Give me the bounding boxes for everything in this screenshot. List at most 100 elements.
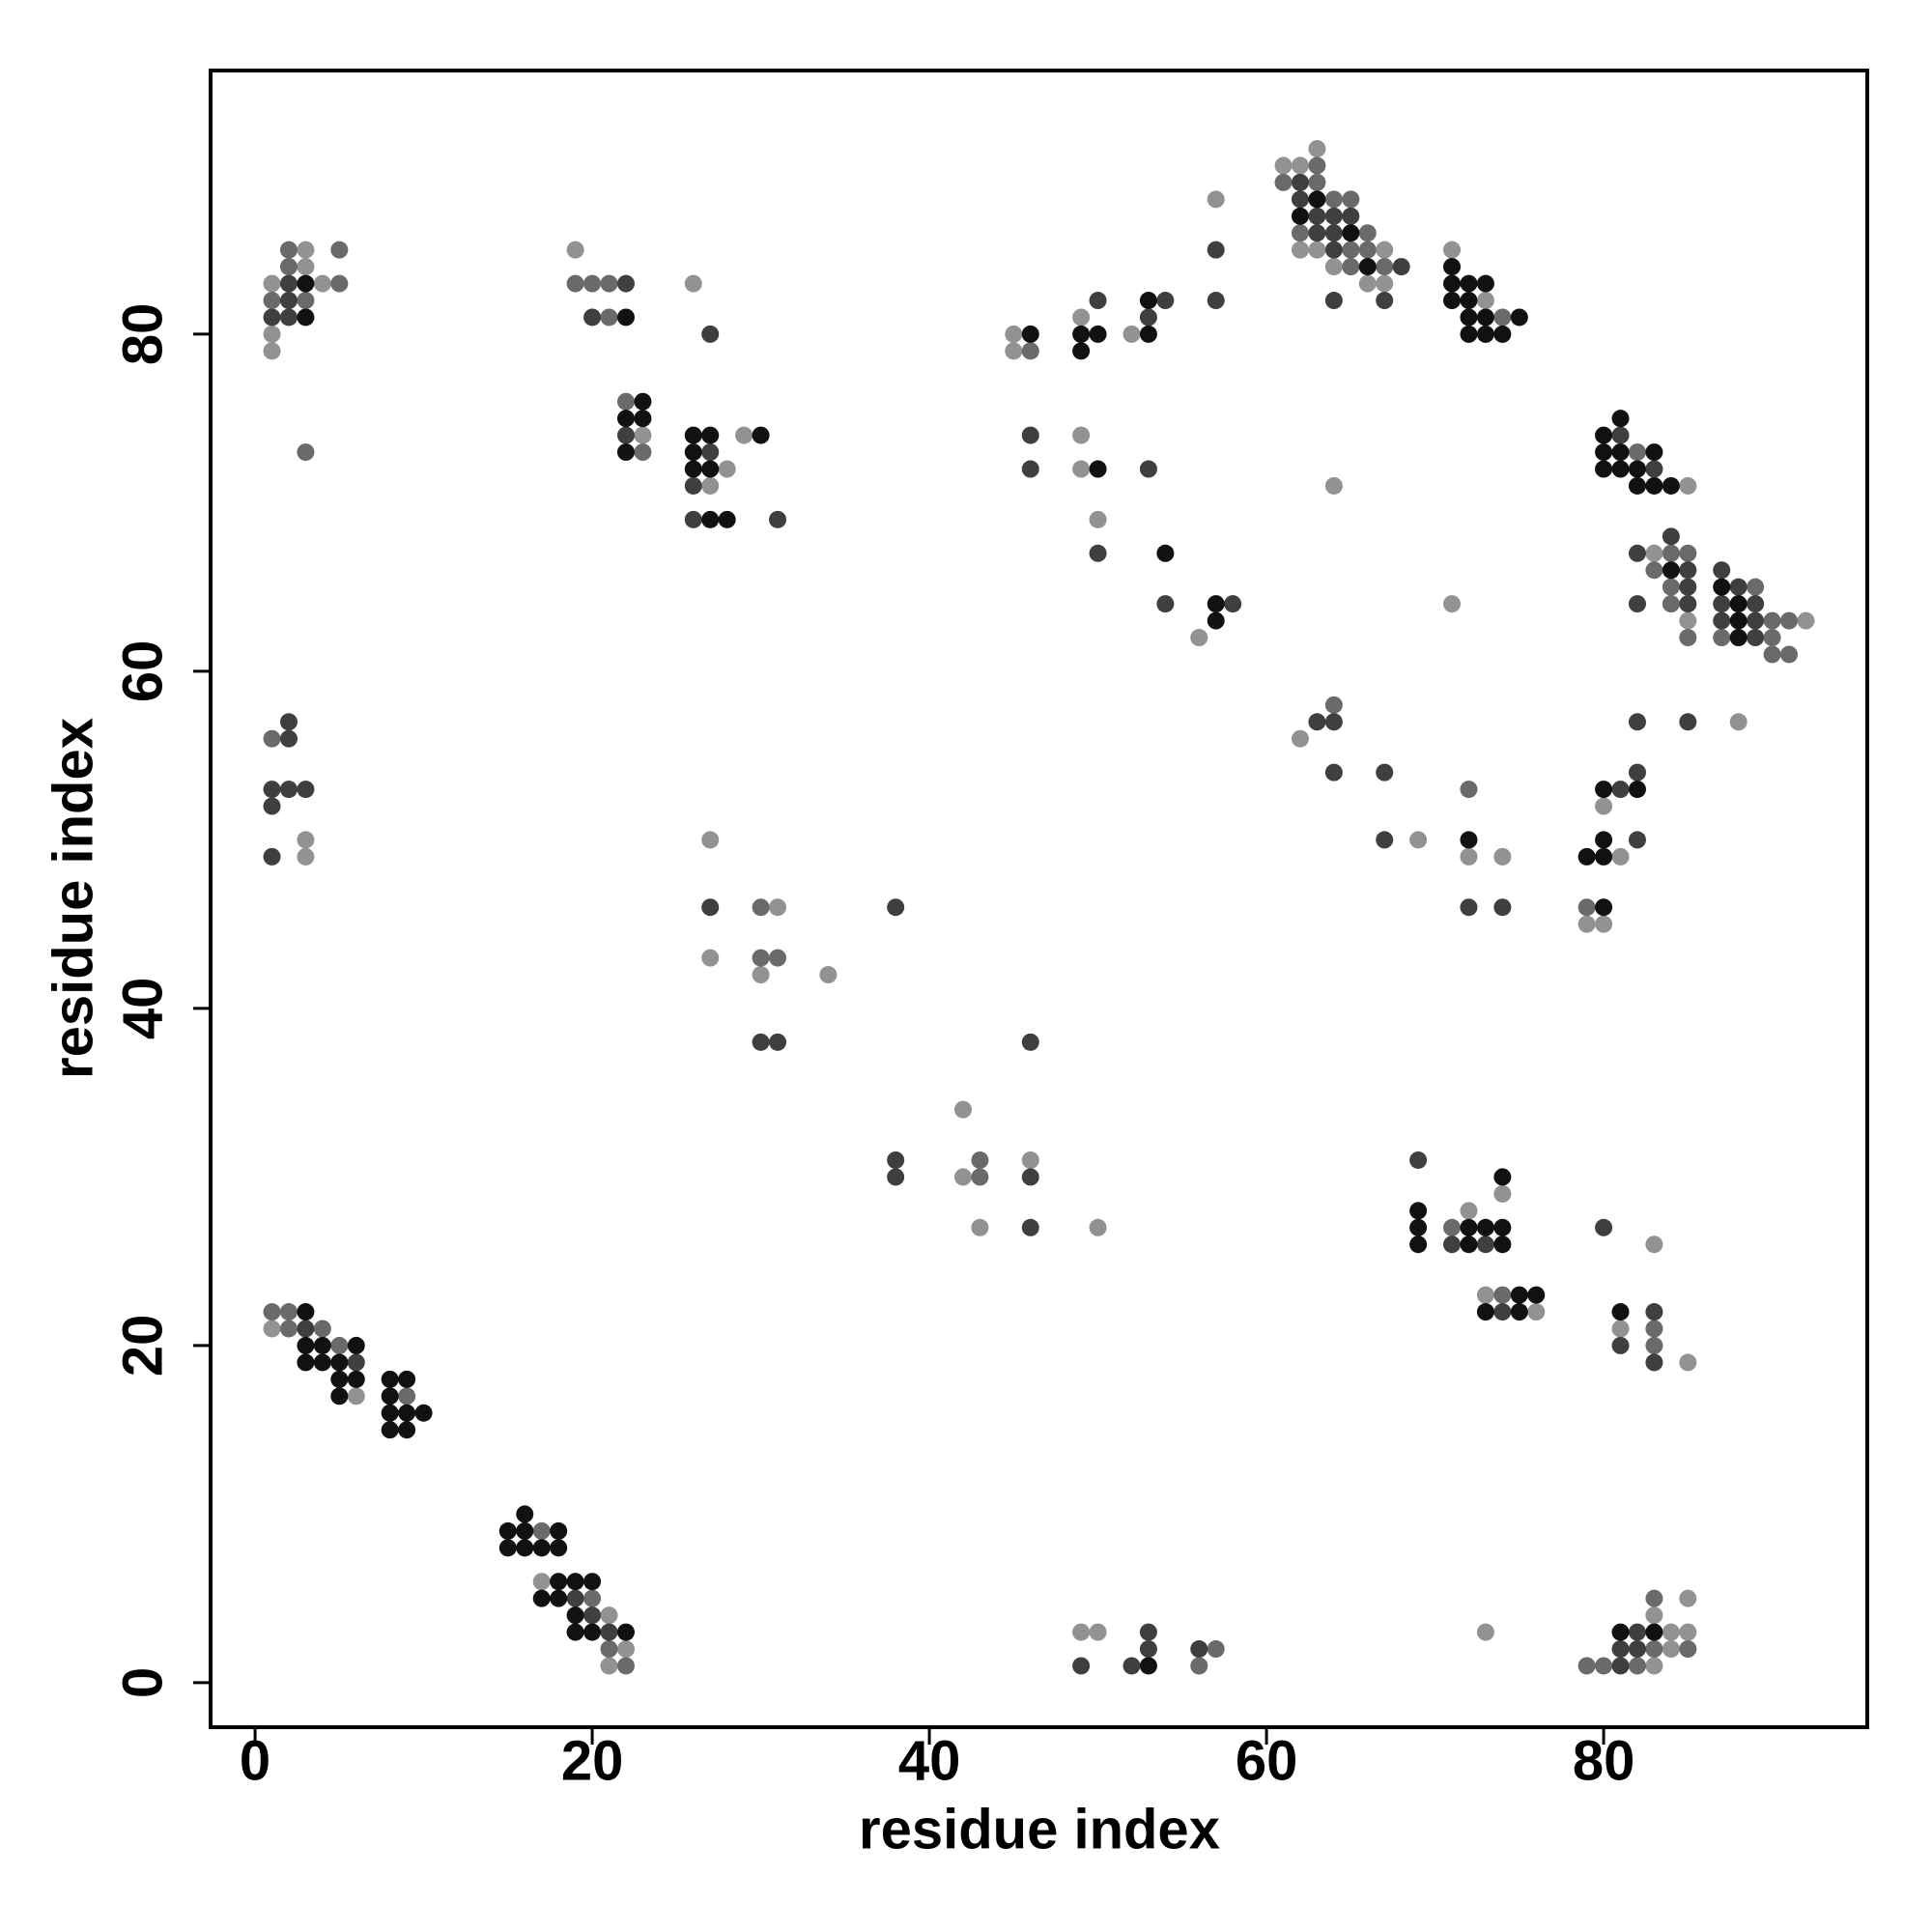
point [1376,831,1394,849]
point [634,392,652,411]
point [1679,1640,1697,1659]
point [1460,1236,1478,1254]
point [1679,1589,1697,1607]
point [1072,308,1091,327]
point [297,831,315,849]
point [263,729,281,748]
point [1021,325,1039,343]
point [1628,443,1646,462]
point [1713,561,1731,580]
point [600,1640,618,1659]
point [1662,561,1680,580]
point [971,1168,989,1186]
point [347,1370,365,1388]
point [1190,1640,1208,1659]
point [279,713,298,731]
point [1628,763,1646,781]
point [330,274,349,293]
point [1595,915,1613,933]
point [1021,1033,1039,1051]
point [279,292,298,310]
point [1460,847,1478,866]
x-tick-label: 40 [898,1729,961,1792]
point [297,258,315,276]
point [684,476,702,495]
point [263,1320,281,1338]
point [1324,190,1343,209]
point [1443,274,1462,293]
point [1645,1336,1663,1354]
point [600,274,618,293]
x-tick-label: 80 [1573,1729,1635,1792]
point [1493,847,1512,866]
point [752,966,770,984]
point [1729,713,1747,731]
y-tick-label: 80 [111,303,174,366]
point [1207,1640,1225,1659]
point [887,1168,905,1186]
point [330,1370,349,1388]
point [1747,578,1765,596]
point [414,1404,433,1422]
point [263,342,281,360]
point [1308,224,1326,242]
point [1713,595,1731,613]
point [1409,1218,1428,1236]
point [600,308,618,327]
point [1308,190,1326,209]
point [313,1353,331,1372]
point [1324,207,1343,225]
point [1679,611,1697,630]
point [1476,274,1494,293]
point [1729,578,1747,596]
point [1763,629,1781,647]
point [1493,898,1512,917]
point [752,1033,770,1051]
y-tick-label: 0 [111,1667,174,1698]
point [769,510,787,528]
point [1443,595,1462,613]
point [1611,1303,1630,1321]
point [1595,797,1613,815]
point [1443,241,1462,259]
point [1493,1218,1512,1236]
point [381,1421,399,1439]
point [516,1505,534,1523]
point [263,308,281,327]
point [718,460,736,478]
point [1291,190,1309,209]
point [1324,713,1343,731]
point [1072,342,1091,360]
x-tick-label: 20 [561,1729,624,1792]
point [532,1573,551,1591]
point [330,241,349,259]
point [616,274,635,293]
point [1443,1236,1462,1254]
point [1645,1353,1663,1372]
point [1527,1303,1546,1321]
point [1645,1303,1663,1321]
point [1021,1151,1039,1169]
point [330,1353,349,1372]
point [347,1387,365,1406]
point [297,1336,315,1354]
point [398,1404,416,1422]
point [1679,713,1697,731]
point [752,426,770,444]
point [297,847,315,866]
point [1595,426,1613,444]
point [1308,713,1326,731]
point [1780,611,1799,630]
point [1645,1236,1663,1254]
point [1611,426,1630,444]
point [1510,308,1528,327]
point [1493,1303,1512,1321]
point [1460,781,1478,799]
point [279,241,298,259]
point [566,1606,584,1625]
point [616,1623,635,1641]
point [1595,781,1613,799]
point [1476,292,1494,310]
point [1089,292,1107,310]
point [498,1521,517,1540]
